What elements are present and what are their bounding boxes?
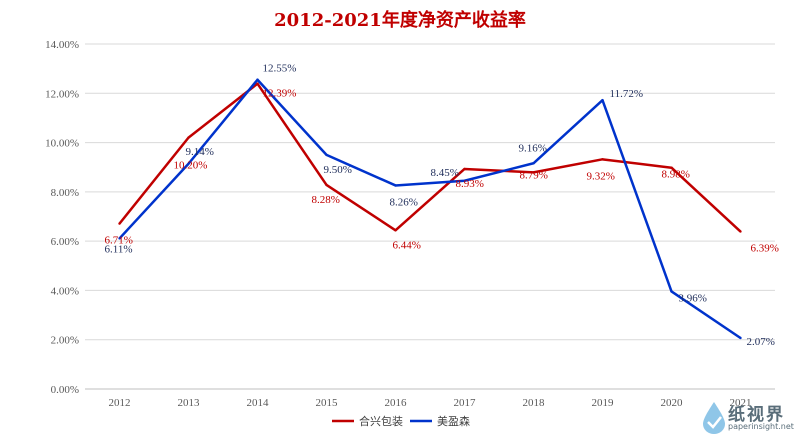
x-tick-label: 2020 <box>661 397 684 409</box>
data-point <box>463 179 466 182</box>
data-label: 3.96% <box>679 292 707 304</box>
x-tick-label: 2014 <box>247 397 270 409</box>
data-point <box>601 158 604 161</box>
data-point <box>739 336 742 340</box>
data-label: 8.93% <box>456 178 484 190</box>
data-label: 8.26% <box>390 196 418 208</box>
data-label: 9.16% <box>519 142 547 154</box>
y-tick-label: 10.00% <box>45 138 79 150</box>
y-tick-label: 0.00% <box>51 384 79 396</box>
y-tick-label: 14.00% <box>45 39 79 51</box>
data-label: 12.55% <box>263 63 297 75</box>
y-tick-label: 2.00% <box>51 335 79 347</box>
data-point <box>739 230 742 233</box>
data-point <box>463 167 466 171</box>
data-point <box>394 184 397 187</box>
data-point <box>532 162 535 165</box>
legend-label: 合兴包装 <box>359 414 403 428</box>
chart-title: 2012-2021年度净资产收益率 <box>274 10 526 31</box>
series-line-1 <box>118 82 742 233</box>
y-tick-label: 4.00% <box>51 285 79 297</box>
data-label: 8.98% <box>662 169 690 181</box>
x-tick-label: 2019 <box>592 397 615 409</box>
data-point <box>325 153 328 157</box>
legend-label: 美盈森 <box>437 414 470 428</box>
data-label: 6.11% <box>105 243 133 255</box>
data-point <box>187 162 190 165</box>
data-point <box>394 229 397 232</box>
watermark-text: 纸视界 <box>728 405 785 425</box>
data-point <box>256 78 259 81</box>
x-tick-label: 2013 <box>178 397 201 409</box>
x-tick-label: 2018 <box>523 397 546 409</box>
data-label: 6.39% <box>751 243 779 255</box>
data-label: 9.50% <box>324 164 352 176</box>
x-tick-label: 2017 <box>454 397 477 409</box>
y-tick-label: 8.00% <box>51 187 79 199</box>
data-label: 6.71% <box>105 235 133 247</box>
data-label: 6.44% <box>393 239 421 251</box>
data-point <box>118 237 121 240</box>
x-tick-label: 2012 <box>109 397 131 409</box>
data-point <box>601 98 604 102</box>
x-tick-label: 2015 <box>316 397 339 409</box>
data-label: 8.28% <box>312 194 340 206</box>
x-tick-label: 2021 <box>730 397 752 409</box>
data-label: 11.72% <box>610 88 644 100</box>
data-label: 12.39% <box>263 88 297 100</box>
y-tick-label: 12.00% <box>45 88 79 100</box>
data-point <box>256 82 259 85</box>
data-label: 9.14% <box>186 146 214 158</box>
drop-icon <box>703 402 725 434</box>
data-label: 9.32% <box>587 170 615 182</box>
data-label: 10.20% <box>174 160 208 172</box>
data-point <box>670 166 673 169</box>
data-label: 8.45% <box>431 167 459 179</box>
data-point <box>118 222 121 225</box>
data-label: 2.07% <box>747 336 775 348</box>
data-point <box>187 136 190 139</box>
data-point <box>325 183 328 187</box>
x-tick-label: 2016 <box>385 397 408 409</box>
data-label: 8.79% <box>520 169 548 181</box>
watermark-logo: 纸视界 paperinsight.net <box>700 400 796 436</box>
series-line-2 <box>118 78 742 340</box>
watermark-url: paperinsight.net <box>728 422 794 431</box>
y-tick-label: 6.00% <box>51 236 79 248</box>
data-point <box>670 290 673 293</box>
data-point <box>532 171 535 174</box>
